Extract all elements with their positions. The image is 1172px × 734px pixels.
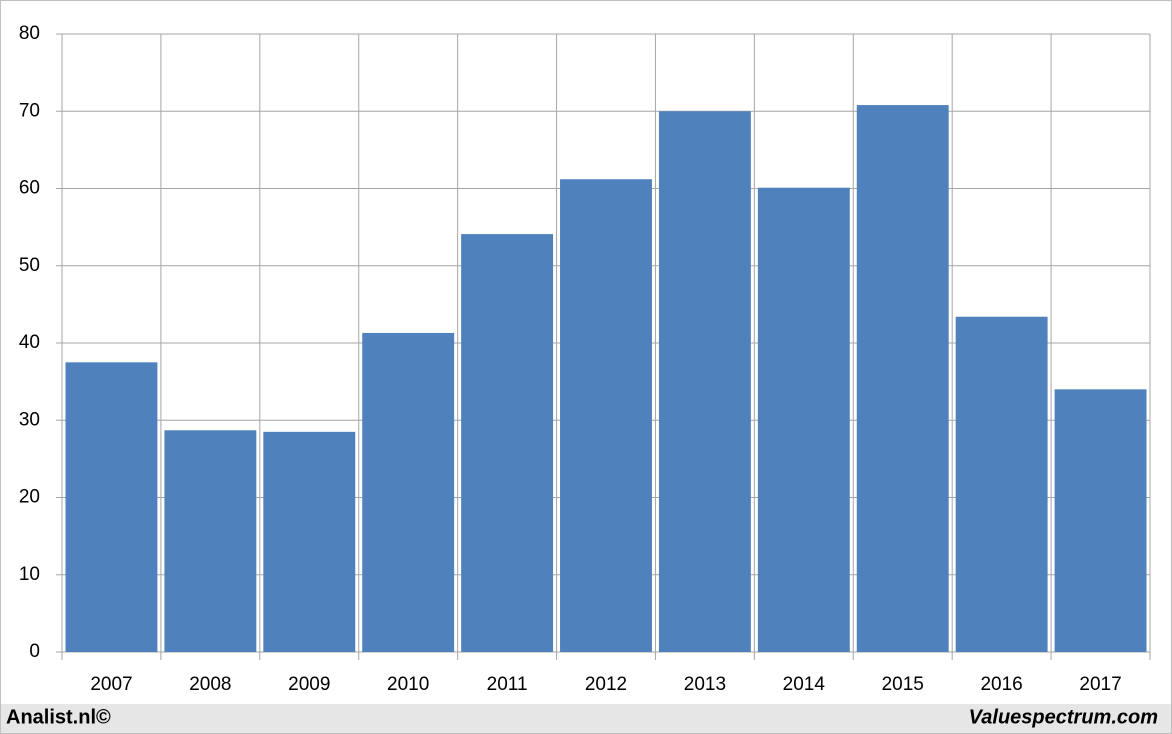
y-tick-label: 60 (19, 178, 40, 199)
y-tick-label: 0 (29, 641, 40, 662)
x-tick-label: 2007 (90, 674, 132, 695)
bar (164, 430, 257, 652)
x-tick-label: 2011 (487, 674, 528, 695)
bar (757, 187, 850, 653)
x-tick-label: 2015 (882, 674, 924, 695)
plot: 0 10 20 30 40 50 60 70 80 2007 2008 2009 2010 2011 201… (19, 23, 1151, 695)
x-tick-label: 2017 (1079, 674, 1121, 695)
y-tick-label: 80 (19, 23, 40, 44)
bar (461, 234, 554, 652)
x-tick-label: 2009 (288, 674, 330, 695)
y-tick-label: 50 (19, 255, 40, 276)
x-tick-label: 2008 (189, 674, 231, 695)
footer-band (1, 704, 1171, 733)
bar (65, 362, 158, 652)
bar (263, 431, 356, 652)
y-tick-label: 30 (19, 409, 40, 430)
y-tick-label: 20 (19, 487, 40, 508)
x-tick-label: 2012 (585, 674, 627, 695)
bar (362, 332, 455, 652)
bar (658, 111, 751, 652)
x-tick-label: 2013 (684, 674, 726, 695)
footer-left: Analist.nl© (6, 706, 111, 728)
bar (560, 179, 652, 653)
x-tick-label: 2016 (980, 674, 1022, 695)
y-tick-label: 40 (19, 332, 40, 353)
bar (1054, 389, 1147, 652)
y-tick-label: 10 (19, 564, 40, 585)
x-tick-label: 2010 (387, 674, 429, 695)
bar (856, 105, 949, 652)
x-tick-label: 2014 (783, 674, 826, 695)
footer-right: Valuespectrum.com (969, 706, 1158, 728)
y-tick-label: 70 (19, 100, 40, 121)
bar (955, 316, 1048, 652)
